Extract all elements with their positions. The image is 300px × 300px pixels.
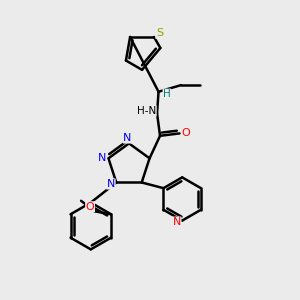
Text: N: N bbox=[123, 133, 132, 143]
Text: N: N bbox=[107, 179, 115, 189]
Text: H-N: H-N bbox=[137, 106, 156, 116]
Text: N: N bbox=[98, 153, 106, 163]
Text: H: H bbox=[163, 89, 171, 99]
Text: O: O bbox=[86, 202, 94, 212]
Text: O: O bbox=[182, 128, 190, 138]
Text: S: S bbox=[156, 28, 163, 38]
Text: N: N bbox=[172, 217, 181, 227]
